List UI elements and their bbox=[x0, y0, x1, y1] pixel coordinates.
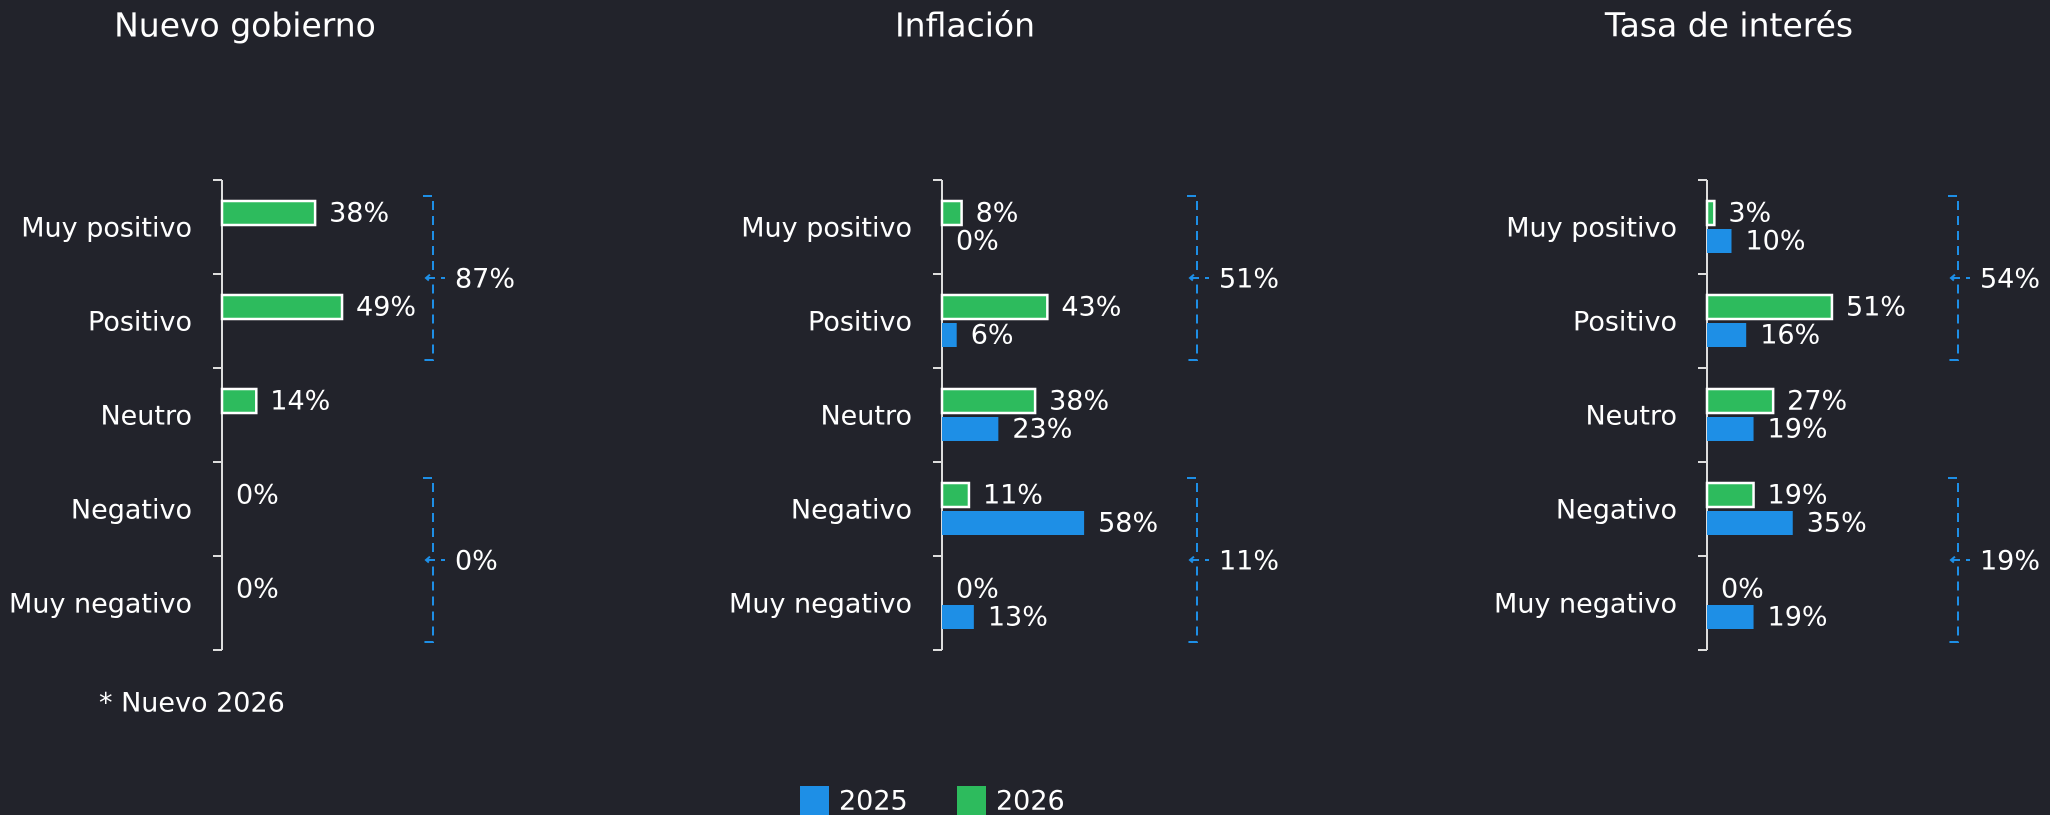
value-label: 38% bbox=[329, 198, 389, 229]
category-label: Positivo bbox=[88, 307, 192, 338]
category-label: Muy positivo bbox=[1506, 213, 1677, 244]
bar bbox=[1707, 511, 1793, 535]
bracket-label: 19% bbox=[1980, 546, 2040, 577]
category-label: Positivo bbox=[1573, 307, 1677, 338]
bar bbox=[940, 199, 963, 227]
category-label: Muy negativo bbox=[729, 589, 912, 620]
value-label: 27% bbox=[1787, 386, 1847, 417]
bar bbox=[940, 481, 971, 509]
bar bbox=[1705, 199, 1716, 227]
value-label: 49% bbox=[356, 292, 416, 323]
bar bbox=[220, 199, 317, 227]
bar bbox=[1705, 293, 1834, 321]
value-label: 13% bbox=[988, 602, 1048, 633]
value-label: 23% bbox=[1012, 414, 1072, 445]
category-label: Neutro bbox=[100, 401, 192, 432]
bar bbox=[1707, 229, 1732, 253]
value-label: 58% bbox=[1098, 508, 1158, 539]
bar bbox=[1707, 605, 1754, 629]
panel-title: Inflación bbox=[895, 6, 1035, 45]
bracket-label: 54% bbox=[1980, 264, 2040, 295]
value-label: 6% bbox=[971, 320, 1014, 351]
panel-title: Nuevo gobierno bbox=[114, 6, 376, 45]
legend-label: 2026 bbox=[996, 786, 1065, 815]
bar bbox=[220, 387, 258, 415]
footnote: * Nuevo 2026 bbox=[99, 688, 285, 719]
bracket-label: 51% bbox=[1219, 264, 1279, 295]
bracket bbox=[1187, 477, 1209, 643]
bar bbox=[942, 417, 999, 441]
value-label: 0% bbox=[956, 574, 999, 605]
bar bbox=[940, 293, 1049, 321]
category-label: Muy negativo bbox=[9, 589, 192, 620]
bar bbox=[1707, 323, 1747, 347]
value-label: 11% bbox=[983, 480, 1043, 511]
value-label: 19% bbox=[1768, 414, 1828, 445]
bar bbox=[940, 387, 1037, 415]
panel-title: Tasa de interés bbox=[1604, 6, 1853, 45]
value-label: 38% bbox=[1049, 386, 1109, 417]
value-label: 51% bbox=[1846, 292, 1906, 323]
category-label: Negativo bbox=[791, 495, 912, 526]
bar bbox=[1707, 417, 1754, 441]
bar bbox=[942, 323, 957, 347]
value-label: 19% bbox=[1768, 480, 1828, 511]
bracket bbox=[1948, 195, 1970, 361]
bar bbox=[1705, 481, 1755, 509]
legend-label: 2025 bbox=[839, 786, 908, 815]
category-label: Neutro bbox=[1585, 401, 1677, 432]
bracket bbox=[423, 477, 445, 643]
bracket-label: 11% bbox=[1219, 546, 1279, 577]
bracket bbox=[1948, 477, 1970, 643]
value-label: 10% bbox=[1746, 226, 1806, 257]
category-label: Positivo bbox=[808, 307, 912, 338]
value-label: 0% bbox=[236, 480, 279, 511]
value-label: 0% bbox=[1721, 574, 1764, 605]
value-label: 14% bbox=[270, 386, 330, 417]
category-label: Muy positivo bbox=[21, 213, 192, 244]
value-label: 16% bbox=[1760, 320, 1820, 351]
category-label: Muy positivo bbox=[741, 213, 912, 244]
legend-swatch bbox=[957, 786, 986, 815]
legend-swatch bbox=[800, 786, 829, 815]
value-label: 0% bbox=[956, 226, 999, 257]
value-label: 19% bbox=[1768, 602, 1828, 633]
bar bbox=[220, 293, 344, 321]
value-label: 35% bbox=[1807, 508, 1867, 539]
value-label: 8% bbox=[976, 198, 1019, 229]
bracket-label: 87% bbox=[455, 264, 515, 295]
value-label: 43% bbox=[1061, 292, 1121, 323]
value-label: 0% bbox=[236, 574, 279, 605]
bracket bbox=[423, 195, 445, 361]
bracket-label: 0% bbox=[455, 546, 498, 577]
category-label: Muy negativo bbox=[1494, 589, 1677, 620]
bracket bbox=[1187, 195, 1209, 361]
bar bbox=[942, 511, 1085, 535]
value-label: 3% bbox=[1728, 198, 1771, 229]
category-label: Negativo bbox=[71, 495, 192, 526]
category-label: Neutro bbox=[820, 401, 912, 432]
category-label: Negativo bbox=[1556, 495, 1677, 526]
bar bbox=[1705, 387, 1775, 415]
bar bbox=[942, 605, 974, 629]
